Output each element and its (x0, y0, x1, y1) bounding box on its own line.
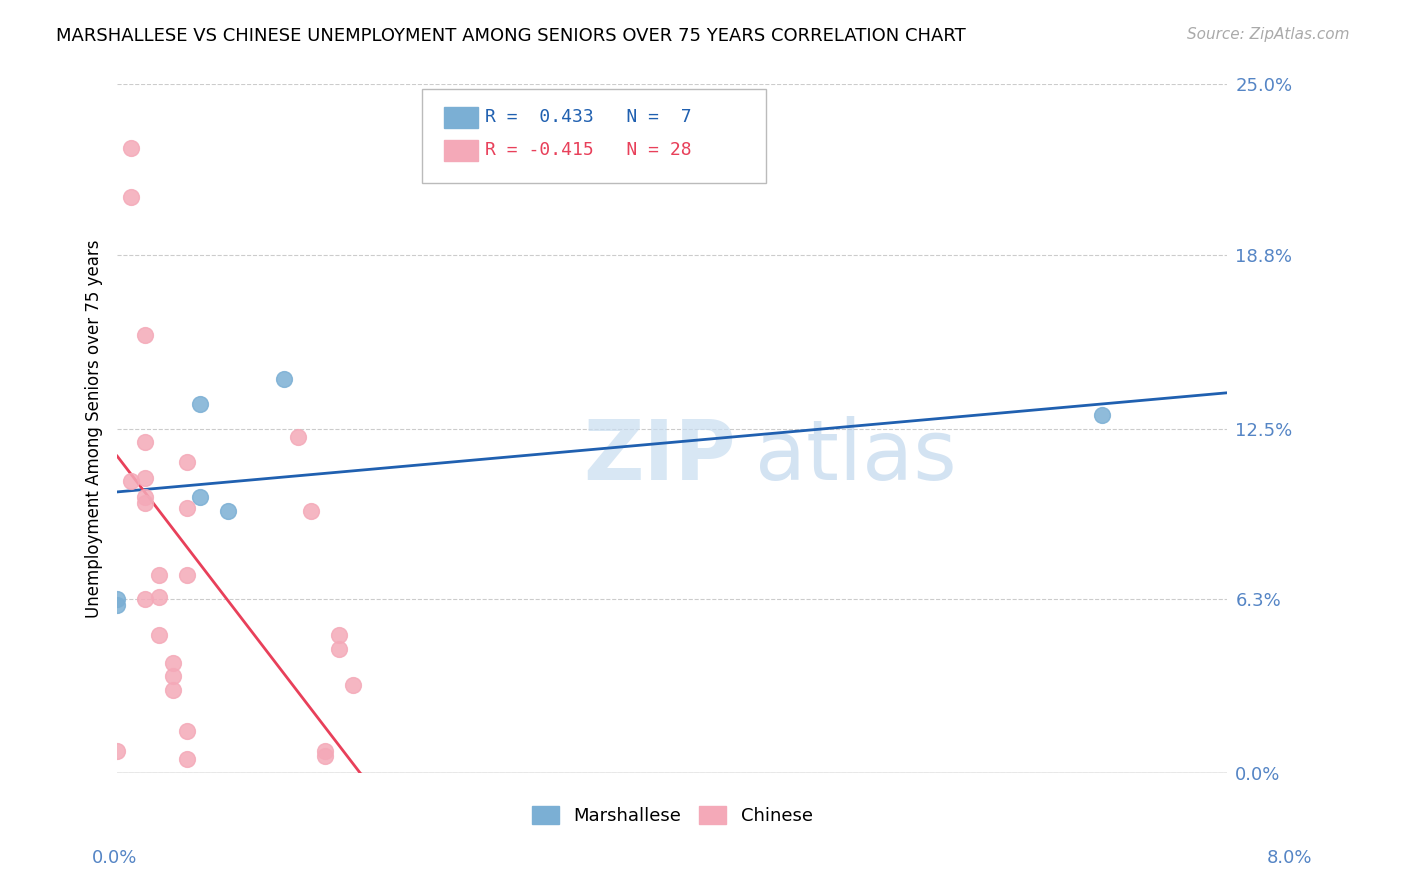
Point (314, 749, 336, 764)
Point (190, 491, 212, 505)
Text: ZIP: ZIP (583, 416, 735, 497)
Point (162, 669, 184, 683)
Point (134, 496, 156, 510)
Point (273, 372, 295, 386)
Text: R = -0.415   N = 28: R = -0.415 N = 28 (485, 141, 692, 159)
Point (342, 678, 364, 692)
Legend: Marshallese, Chinese: Marshallese, Chinese (524, 798, 820, 832)
Point (120, 141, 142, 155)
Point (105, 744, 128, 758)
Text: Source: ZipAtlas.com: Source: ZipAtlas.com (1187, 27, 1350, 42)
Point (162, 683, 184, 698)
Point (105, 592, 128, 607)
Point (120, 474, 142, 488)
Point (176, 567, 198, 582)
Point (176, 724, 198, 739)
Point (314, 744, 336, 758)
Point (217, 504, 239, 518)
Point (134, 328, 156, 343)
Text: atlas: atlas (755, 416, 957, 497)
Point (120, 190, 142, 204)
Point (1091, 408, 1114, 422)
Point (134, 471, 156, 485)
Point (328, 628, 350, 642)
Point (162, 656, 184, 670)
Point (134, 592, 156, 607)
Point (287, 430, 309, 444)
Point (134, 491, 156, 505)
Point (105, 598, 128, 612)
Point (328, 641, 350, 656)
Point (299, 504, 322, 518)
Point (176, 501, 198, 516)
Point (190, 397, 212, 411)
Point (176, 455, 198, 469)
Point (134, 435, 156, 450)
Point (148, 628, 170, 642)
Text: MARSHALLESE VS CHINESE UNEMPLOYMENT AMONG SENIORS OVER 75 YEARS CORRELATION CHAR: MARSHALLESE VS CHINESE UNEMPLOYMENT AMON… (56, 27, 966, 45)
Point (176, 752, 198, 766)
Text: R =  0.433   N =  7: R = 0.433 N = 7 (485, 108, 692, 126)
Text: 8.0%: 8.0% (1267, 849, 1312, 867)
Y-axis label: Unemployment Among Seniors over 75 years: Unemployment Among Seniors over 75 years (86, 239, 103, 618)
Text: 0.0%: 0.0% (91, 849, 136, 867)
Point (148, 590, 170, 604)
Point (148, 567, 170, 582)
